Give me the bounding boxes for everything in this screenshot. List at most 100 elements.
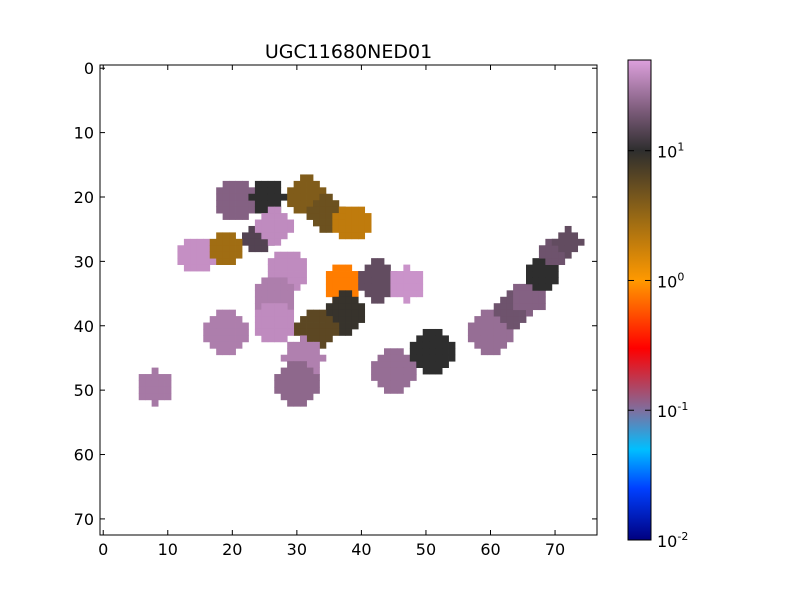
heatmap-cell (358, 271, 366, 278)
heatmap-cell (209, 341, 217, 349)
heatmap-cell (313, 361, 320, 368)
heatmap-cell (216, 200, 224, 208)
heatmap-cell (325, 271, 333, 278)
heatmap-cell (293, 277, 301, 285)
heatmap-cell (229, 309, 236, 317)
heatmap-cell (429, 354, 437, 362)
heatmap-cell (319, 309, 327, 317)
heatmap-cell (229, 316, 236, 323)
heatmap-cell (158, 380, 165, 388)
heatmap-cell (364, 290, 372, 298)
heatmap-cell (261, 200, 269, 208)
heatmap-cell (216, 316, 224, 323)
heatmap-cell (287, 219, 295, 227)
heatmap-cell (300, 380, 307, 388)
heatmap-cell (222, 348, 230, 356)
heatmap-cell (538, 251, 546, 259)
heatmap-cell (229, 348, 236, 356)
heatmap-cell (222, 238, 230, 246)
heatmap-cell (571, 238, 579, 246)
heatmap-cell (287, 264, 295, 272)
heatmap-cell (325, 309, 333, 317)
heatmap-cell (332, 206, 340, 214)
heatmap-cell (138, 386, 146, 394)
heatmap-cell (390, 354, 398, 362)
heatmap-cell (248, 187, 256, 195)
heatmap-cell (532, 258, 540, 265)
heatmap-cell (267, 238, 275, 246)
heatmap-cell (306, 316, 314, 323)
heatmap-cell (306, 193, 314, 201)
heatmap-cell (526, 283, 533, 291)
heatmap-cell (242, 187, 249, 195)
heatmap-cell (358, 277, 366, 285)
heatmap-cell (429, 361, 437, 368)
heatmap-cell (235, 193, 243, 201)
heatmap-cell (558, 258, 566, 265)
heatmap-cell (267, 264, 275, 272)
heatmap-cell (280, 264, 288, 272)
heatmap-cell (390, 271, 398, 278)
heatmap-cell (145, 393, 153, 401)
heatmap-cell (319, 341, 327, 349)
heatmap-cell (319, 219, 327, 227)
heatmap-cell (403, 277, 411, 285)
heatmap-cell (164, 386, 172, 394)
heatmap-cell (293, 354, 301, 362)
heatmap-cell (254, 245, 262, 253)
heatmap-cell (313, 386, 320, 394)
heatmap-blob (371, 348, 417, 394)
heatmap-cell (332, 225, 340, 233)
heatmap-cell (532, 296, 540, 304)
heatmap-cell (229, 251, 236, 259)
heatmap-cell (261, 193, 269, 201)
heatmap-cell (300, 322, 307, 330)
heatmap-cell (261, 316, 269, 323)
heatmap-cell (287, 290, 295, 298)
heatmap-cell (358, 206, 366, 214)
heatmap-cell (429, 348, 437, 356)
heatmap-cell (235, 213, 243, 220)
heatmap-cell (545, 277, 553, 285)
heatmap-cell (261, 309, 269, 317)
heatmap-cell (526, 303, 533, 311)
heatmap-cell (564, 245, 572, 253)
heatmap-cell (551, 258, 559, 265)
heatmap-cell (377, 258, 385, 265)
heatmap-cell (345, 219, 353, 227)
heatmap-cell (280, 386, 288, 394)
heatmap-cell (274, 386, 282, 394)
heatmap-cell (338, 271, 346, 278)
heatmap-cell (480, 316, 488, 323)
heatmap-cell (390, 374, 398, 381)
heatmap-cell (267, 309, 275, 317)
heatmap-cell (519, 296, 527, 304)
heatmap-cell (506, 328, 514, 336)
heatmap-cell (222, 258, 230, 265)
heatmap-cell (513, 316, 520, 323)
heatmap-cell (345, 309, 353, 317)
heatmap-cell (306, 386, 314, 394)
heatmap-cell (267, 193, 275, 201)
heatmap-cell (229, 213, 236, 220)
heatmap-cell (390, 361, 398, 368)
heatmap-cell (371, 374, 378, 381)
heatmap-cell (300, 361, 307, 368)
heatmap-cell (261, 328, 269, 336)
heatmap-cell (396, 374, 404, 381)
heatmap-cell (274, 225, 282, 233)
heatmap-cell (287, 187, 295, 195)
x-tick-label: 20 (222, 540, 242, 559)
heatmap-cell (377, 367, 385, 375)
heatmap-cell (377, 264, 385, 272)
heatmap-cell (254, 309, 262, 317)
heatmap-cell (235, 238, 243, 246)
heatmap-cell (151, 374, 159, 381)
heatmap-blob (551, 225, 585, 259)
heatmap-cell (261, 283, 269, 291)
heatmap-cell (403, 290, 411, 298)
heatmap-cell (261, 335, 269, 343)
heatmap-cell (338, 316, 346, 323)
heatmap-cell (403, 354, 411, 362)
